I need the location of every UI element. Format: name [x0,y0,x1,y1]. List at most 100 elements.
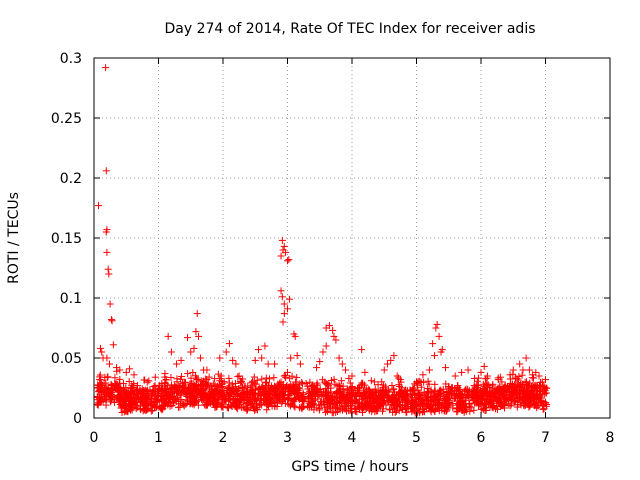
data-point [173,378,181,386]
data-point [431,352,439,360]
data-point [130,371,138,379]
data-point [185,383,193,391]
y-tick-label: 0.05 [51,351,82,367]
data-point [407,396,415,404]
data-point [110,394,118,402]
data-point [322,380,330,388]
data-point [538,388,546,396]
data-point [304,389,312,397]
data-point [386,405,394,413]
data-point [366,386,374,394]
data-point [441,397,449,405]
data-point [501,384,509,392]
data-point [284,385,292,393]
data-point [480,382,488,390]
data-point [137,406,145,414]
data-point [330,400,338,408]
data-point [288,400,296,408]
data-point [480,362,488,370]
data-point [409,390,417,398]
data-point [125,377,133,385]
data-point [339,403,347,411]
data-point [523,381,531,389]
data-point [168,401,176,409]
data-point [192,398,200,406]
data-point [382,388,390,396]
data-point [358,346,366,354]
data-point [522,354,530,362]
data-point [284,368,291,376]
data-point [302,379,310,387]
data-point [535,372,543,380]
data-point [263,406,271,414]
data-point [264,382,272,390]
data-point [445,383,453,391]
data-point [233,405,241,413]
data-point [262,394,270,402]
data-point [423,396,431,404]
data-point [167,373,175,381]
data-point [95,202,103,210]
data-point [198,381,206,389]
data-point [520,402,528,410]
data-point [285,256,293,264]
data-point [227,402,235,410]
data-point [337,387,345,395]
data-point [287,401,295,409]
data-point [208,386,216,394]
data-point [229,395,237,403]
data-point [524,397,532,405]
data-point [105,360,113,368]
data-point [367,377,375,385]
data-point [413,379,421,387]
data-point [188,388,196,396]
data-point [173,360,181,368]
data-point [358,379,366,387]
data-point [128,387,136,395]
data-point [215,381,223,389]
data-point [363,399,371,407]
data-point [354,388,362,396]
data-point [113,386,121,394]
data-point [282,248,290,256]
data-point [344,386,352,394]
data-point [222,348,230,356]
data-point [352,393,360,401]
data-point [96,382,104,390]
x-tick-label: 2 [219,430,228,446]
data-point [413,378,420,386]
data-point [157,405,165,413]
data-point [393,372,401,380]
data-point [157,385,165,393]
data-point [443,404,451,412]
data-point [258,375,266,383]
data-point [276,379,284,387]
data-point [349,399,357,407]
data-point [488,400,496,408]
data-point [457,390,465,398]
data-point [442,364,450,372]
data-point [329,326,337,334]
data-point [489,396,497,404]
data-point [178,373,186,381]
data-point [451,372,459,380]
data-point [396,401,404,409]
data-point [343,402,351,410]
data-point [142,405,150,413]
y-tick-label: 0 [73,411,82,427]
data-point [99,397,107,405]
data-point [211,375,219,383]
data-point [276,390,284,398]
data-point [376,387,384,395]
data-point [438,346,446,354]
data-point [254,346,262,354]
data-point [258,354,266,362]
data-point [390,385,398,393]
data-point [416,409,424,417]
data-point [236,385,244,393]
data-point [508,390,516,398]
data-point [322,342,330,350]
data-point [532,368,540,376]
data-point [116,366,124,374]
data-point [184,370,192,378]
